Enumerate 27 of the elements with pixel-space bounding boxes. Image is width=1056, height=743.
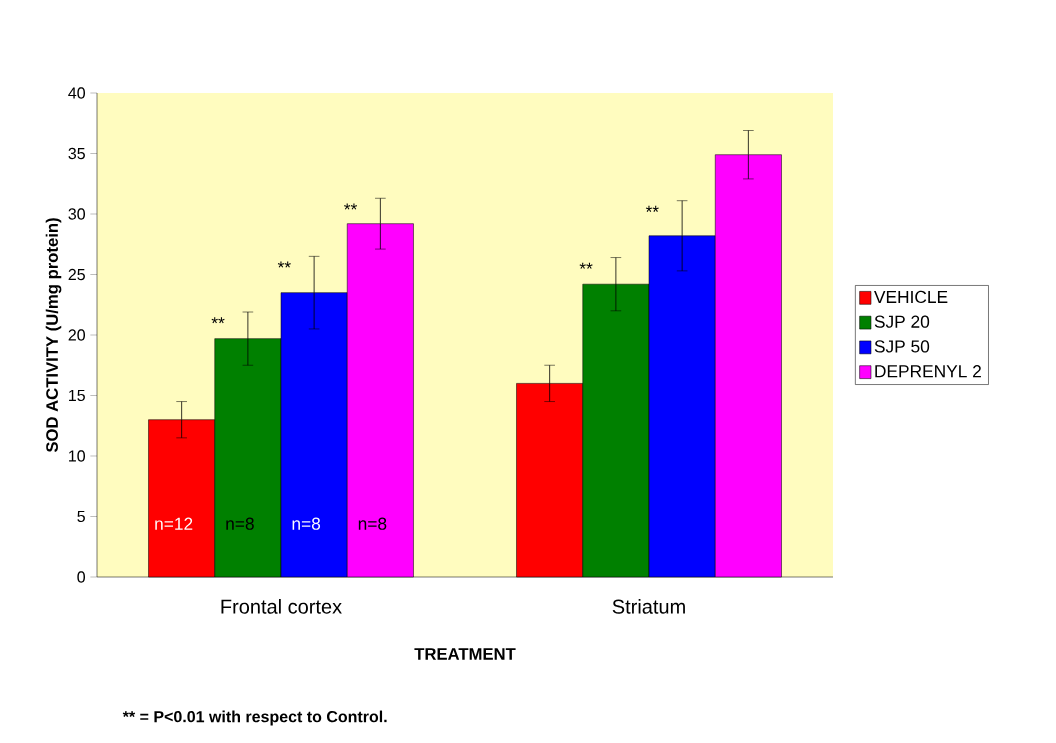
legend-label: SJP 50: [874, 340, 930, 353]
annotation: n=8: [358, 517, 387, 530]
legend-label: SJP 20: [874, 315, 930, 328]
y-tick-label: 0: [77, 571, 86, 583]
annotation: **: [277, 261, 291, 268]
legend-label: VEHICLE: [874, 290, 948, 304]
annotation: **: [645, 205, 659, 212]
y-tick-label: 30: [68, 208, 85, 220]
y-tick-label: 40: [68, 87, 85, 99]
annotation: n=8: [292, 517, 321, 530]
annotation: n=8: [226, 517, 254, 530]
y-axis-title: SOD ACTIVITY (U/mg protein): [45, 218, 62, 453]
y-tick-label: 35: [68, 147, 85, 160]
legend-label: DEPRENYL 2: [875, 365, 981, 378]
y-tick-label: 5: [77, 510, 85, 523]
x-axis-title: TREATMENT: [414, 648, 516, 660]
x-tick-label: Striatum: [612, 599, 685, 614]
annotation: **: [344, 203, 358, 210]
annotation: n=12: [155, 517, 193, 530]
annotation: **: [211, 317, 225, 324]
annotation: **: [579, 262, 593, 269]
text: ** = P<0.01 with respect to Control.: [122, 710, 387, 726]
x-tick-label: Frontal cortex: [221, 599, 342, 614]
y-tick-label: 15: [69, 389, 85, 402]
y-tick-label: 25: [68, 268, 85, 281]
y-tick-label: 20: [68, 329, 85, 341]
y-tick-label: 10: [69, 450, 85, 462]
